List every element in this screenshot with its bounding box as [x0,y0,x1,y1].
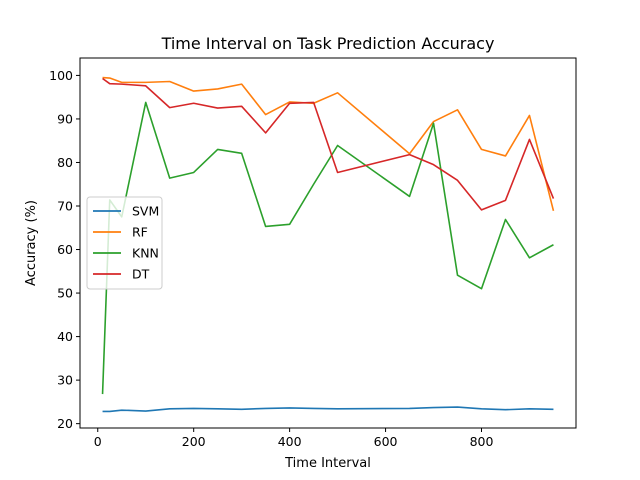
series-line-svm [102,406,554,413]
y-tick-label: 70 [57,199,73,214]
y-tick-label: 60 [57,242,73,257]
y-tick-label: 20 [57,416,73,431]
y-tick-label: 40 [57,329,73,344]
x-tick-label: 800 [470,434,494,449]
y-tick-label: 90 [57,111,73,126]
y-tick-label: 50 [57,286,73,301]
series-line-dt [102,77,555,211]
legend-label-rf: RF [132,225,148,240]
series-line-rf [102,76,555,211]
x-axis-label: Time Interval [284,456,371,471]
x-axis-ticks: 0 200 400 600 800 [94,428,494,449]
plot-frame [79,57,577,429]
x-tick-label: 400 [278,434,302,449]
legend-label-knn: KNN [132,246,159,261]
y-tick-label: 30 [57,373,73,388]
x-tick-label: 200 [182,434,206,449]
legend-label-dt: DT [132,267,150,282]
plot-area [80,58,576,428]
y-tick-label: 100 [49,68,73,83]
y-axis-ticks: 20 30 40 50 60 70 80 90 100 [49,68,80,431]
series-line-knn [101,101,554,395]
x-tick-label: 0 [94,434,102,449]
y-tick-label: 80 [57,155,73,170]
chart-title: Time Interval on Task Prediction Accurac… [161,34,495,53]
series-lines [101,76,555,413]
legend-label-svm: SVM [132,204,159,219]
y-axis-label: Accuracy (%) [24,200,39,286]
x-tick-label: 600 [374,434,398,449]
legend: SVM RF KNN DT [86,196,163,290]
legend-frame [86,196,163,290]
